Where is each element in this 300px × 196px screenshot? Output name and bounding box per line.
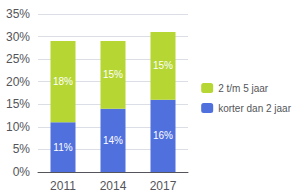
svg-text:15%: 15% (153, 60, 173, 71)
svg-text:15%: 15% (103, 69, 123, 80)
svg-text:18%: 18% (53, 76, 73, 87)
svg-text:25%: 25% (6, 52, 30, 66)
svg-text:2011: 2011 (50, 179, 76, 193)
svg-text:2 t/m 5 jaar: 2 t/m 5 jaar (218, 83, 269, 94)
svg-text:30%: 30% (6, 30, 30, 44)
svg-text:14%: 14% (103, 135, 123, 146)
svg-text:10%: 10% (6, 120, 30, 134)
svg-text:16%: 16% (153, 130, 173, 141)
svg-text:15%: 15% (6, 97, 30, 111)
svg-text:2017: 2017 (150, 179, 177, 193)
svg-text:korter dan 2 jaar: korter dan 2 jaar (218, 103, 291, 114)
svg-text:11%: 11% (53, 142, 72, 153)
svg-text:20%: 20% (6, 75, 30, 89)
svg-text:0%: 0% (13, 165, 31, 179)
svg-text:5%: 5% (13, 142, 31, 156)
svg-text:35%: 35% (6, 7, 30, 21)
svg-text:2014: 2014 (100, 179, 127, 193)
